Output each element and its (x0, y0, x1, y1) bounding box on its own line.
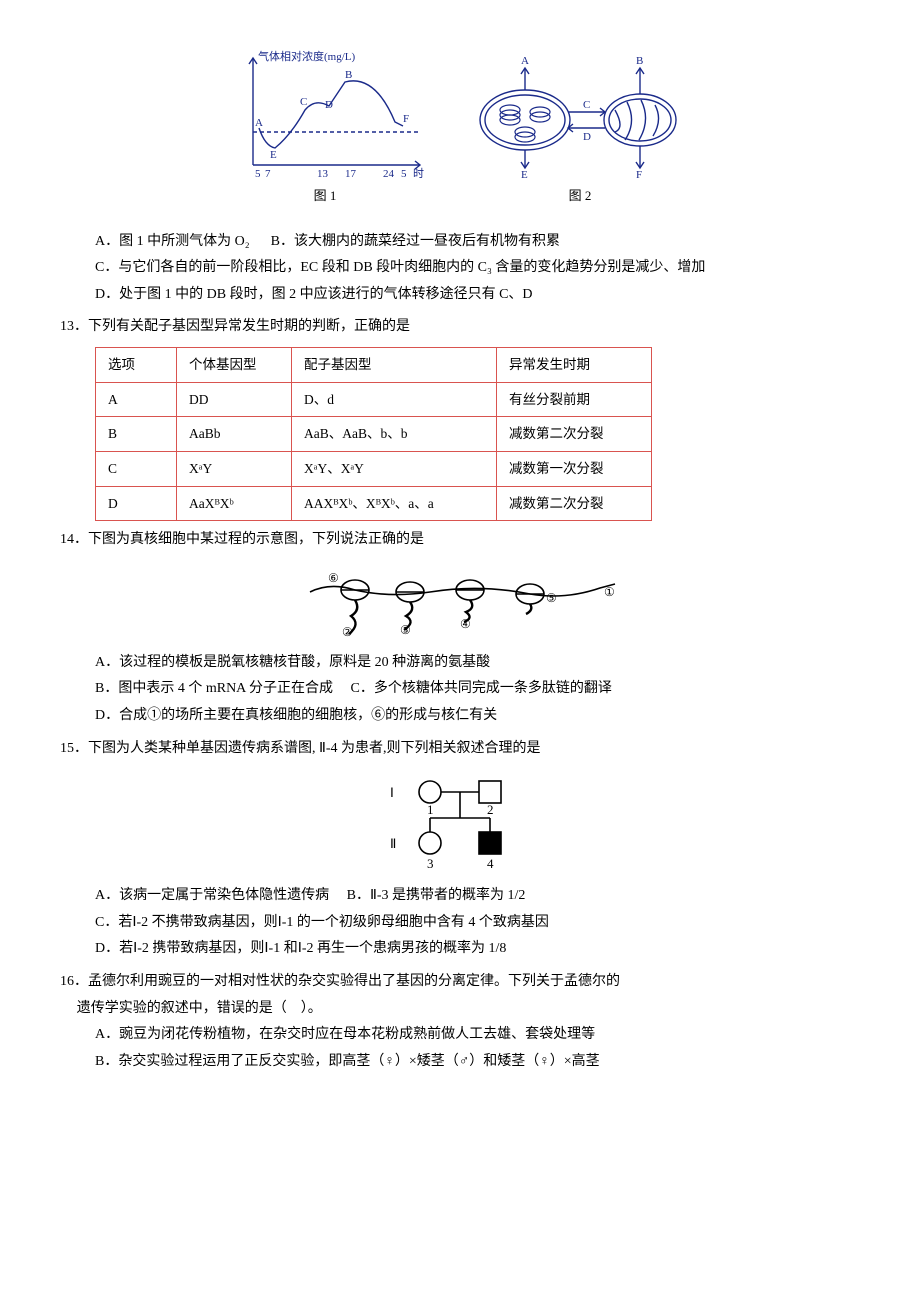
svg-text:4: 4 (487, 856, 494, 871)
q15-option-AB: A．该病一定属于常染色体隐性遗传病 B．Ⅱ-3 是携带者的概率为 1/2 (95, 883, 860, 910)
q12-optB-text: 该大棚内的蔬菜经过一昼夜后有机物有积累 (294, 234, 560, 249)
q13-table: 选项 个体基因型 配子基因型 异常发生时期 A DD D、d 有丝分裂前期 B … (95, 347, 652, 521)
svg-text:F: F (636, 169, 642, 180)
q12-option-D: D．处于图 1 中的 DB 段时，图 2 中应该进行的气体转移途径只有 C、D (95, 282, 860, 309)
svg-text:1: 1 (427, 802, 434, 817)
figure-1-caption: 图 1 (314, 184, 337, 209)
svg-text:2: 2 (487, 802, 494, 817)
q13-h1: 个体基因型 (177, 348, 292, 383)
svg-text:时: 时 (413, 167, 424, 180)
svg-text:24: 24 (383, 168, 395, 180)
svg-text:D: D (583, 131, 591, 143)
q13-h3: 异常发生时期 (497, 348, 652, 383)
svg-text:3: 3 (427, 856, 434, 871)
svg-text:C: C (300, 96, 307, 108)
svg-text:A: A (255, 117, 263, 129)
table-row: A DD D、d 有丝分裂前期 (96, 382, 652, 417)
q15-option-D: D．若Ⅰ-2 携带致病基因，则Ⅰ-1 和Ⅰ-2 再生一个患病男孩的概率为 1/8 (95, 936, 860, 963)
svg-text:气体相对浓度(mg/L): 气体相对浓度(mg/L) (258, 50, 355, 63)
q12-optC-text: 与它们各自的前一阶段相比，EC 段和 DB 段叶肉细胞内的 C₃ 含量的变化趋势… (118, 260, 705, 275)
svg-text:D: D (325, 99, 333, 111)
svg-text:②: ② (342, 625, 353, 639)
q16-stem2: 遗传学实验的叙述中，错误的是（ ）。 (77, 996, 860, 1023)
svg-text:C: C (583, 99, 590, 111)
svg-text:B: B (636, 55, 643, 67)
figure-2-svg: A B C D E F (465, 50, 695, 180)
table-row: B AaBb AaB、AaB、b、b 减数第二次分裂 (96, 417, 652, 452)
q16-option-B: B．杂交实验过程运用了正反交实验，即高茎（♀）×矮茎（♂）和矮茎（♀）×高茎 (95, 1049, 860, 1076)
figure-2: A B C D E F 图 2 (465, 50, 695, 209)
svg-text:Ⅰ: Ⅰ (390, 785, 394, 800)
q13-h0: 选项 (96, 348, 177, 383)
q15-stem: 15．下图为人类某种单基因遗传病系谱图, Ⅱ-4 为患者,则下列相关叙述合理的是 (60, 736, 860, 763)
svg-text:F: F (403, 113, 409, 125)
q14-option-D: D．合成①的场所主要在真核细胞的细胞核，⑥的形成与核仁有关 (95, 703, 860, 730)
svg-text:A: A (521, 55, 529, 67)
q12-option-AB: A．图 1 中所测气体为 O₂ B．该大棚内的蔬菜经过一昼夜后有机物有积累 (95, 229, 860, 256)
q14-stem: 14．下图为真核细胞中某过程的示意图，下列说法正确的是 (60, 527, 860, 554)
svg-text:⑤: ⑤ (546, 591, 557, 605)
q12-optA-text: 图 1 中所测气体为 O₂ (119, 234, 250, 249)
q14-option-BC: B．图中表示 4 个 mRNA 分子正在合成 C．多个核糖体共同完成一条多肽链的… (95, 676, 860, 703)
svg-text:7: 7 (265, 168, 271, 180)
svg-text:B: B (345, 69, 352, 81)
q14-figure: ⑥ ② ③ ④ ⑤ ① (60, 562, 860, 642)
q16-stem1: 16．孟德尔利用豌豆的一对相对性状的杂交实验得出了基因的分离定律。下列关于孟德尔… (60, 969, 860, 996)
svg-text:17: 17 (345, 168, 357, 180)
svg-text:5: 5 (401, 168, 407, 180)
figure-2-caption: 图 2 (569, 184, 592, 209)
svg-text:③: ③ (400, 623, 411, 637)
table-row: C XᵃY XᵃY、XᵃY 减数第一次分裂 (96, 451, 652, 486)
svg-text:E: E (521, 169, 528, 180)
figure-1: 气体相对浓度(mg/L) A E C D B F 5 7 13 17 24 5 … (225, 50, 425, 209)
q12-optD-text: 处于图 1 中的 DB 段时，图 2 中应该进行的气体转移途径只有 C、D (119, 287, 532, 302)
q13-stem: 13．下列有关配子基因型异常发生时期的判断，正确的是 (60, 314, 860, 341)
q16-option-A: A．豌豆为闭花传粉植物，在杂交时应在母本花粉成熟前做人工去雄、套袋处理等 (95, 1022, 860, 1049)
q15-option-C: C．若Ⅰ-2 不携带致病基因，则Ⅰ-1 的一个初级卵母细胞中含有 4 个致病基因 (95, 910, 860, 937)
svg-text:④: ④ (460, 617, 471, 631)
svg-text:E: E (270, 149, 277, 161)
q15-pedigree: Ⅰ Ⅱ 1 2 3 4 (60, 770, 860, 875)
q14-option-A: A．该过程的模板是脱氧核糖核苷酸，原料是 20 种游离的氨基酸 (95, 650, 860, 677)
q13-h2: 配子基因型 (292, 348, 497, 383)
svg-text:①: ① (604, 585, 615, 599)
q12-figure-row: 气体相对浓度(mg/L) A E C D B F 5 7 13 17 24 5 … (60, 50, 860, 209)
table-row: D AaXᴮXᵇ AAXᴮXᵇ、XᴮXᵇ、a、a 减数第二次分裂 (96, 486, 652, 521)
svg-text:⑥: ⑥ (328, 571, 339, 585)
q12-option-C: C．与它们各自的前一阶段相比，EC 段和 DB 段叶肉细胞内的 C₃ 含量的变化… (95, 255, 860, 282)
figure-1-svg: 气体相对浓度(mg/L) A E C D B F 5 7 13 17 24 5 … (225, 50, 425, 180)
svg-text:Ⅱ: Ⅱ (390, 836, 396, 851)
svg-text:13: 13 (317, 168, 329, 180)
svg-text:5: 5 (255, 168, 261, 180)
